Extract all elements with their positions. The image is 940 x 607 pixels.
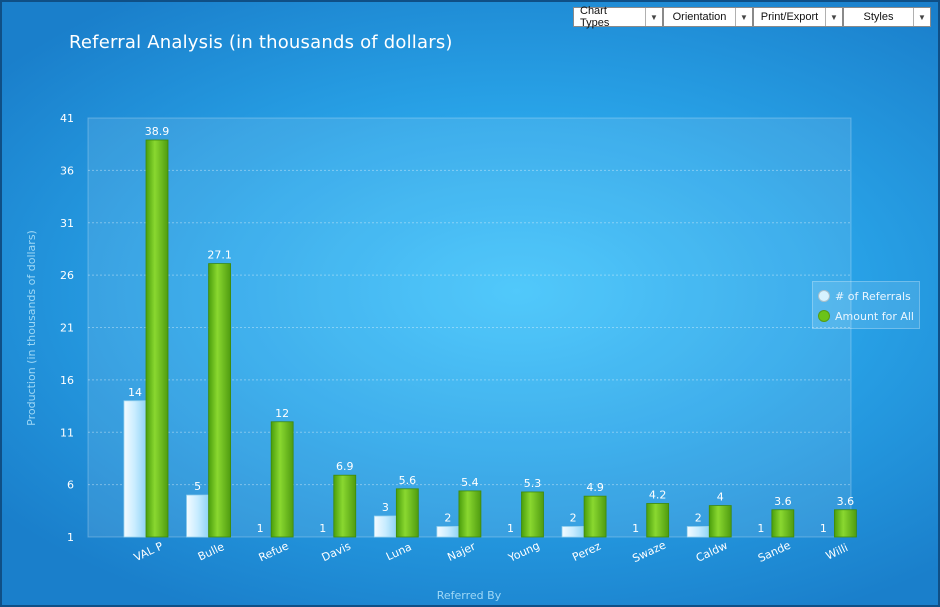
- data-label-referral: 1: [632, 522, 639, 535]
- chevron-down-icon[interactable]: ▼: [913, 8, 930, 26]
- legend-item-amount[interactable]: Amount for All: [818, 306, 914, 326]
- x-tick-label: Swaze: [630, 538, 668, 565]
- data-label-referral: 1: [257, 522, 264, 535]
- x-axis-title: Referred By: [437, 589, 502, 602]
- x-tick-label: Sande: [756, 539, 793, 565]
- bar-referral[interactable]: [123, 400, 147, 538]
- x-tick-label: Young: [505, 539, 541, 565]
- bar-amount[interactable]: [270, 421, 294, 538]
- bar-amount[interactable]: [208, 263, 231, 538]
- data-label-amount: 5.6: [399, 474, 417, 487]
- bar-amount[interactable]: [521, 491, 544, 538]
- data-label-amount: 3.6: [774, 495, 792, 508]
- data-label-referral: 3: [382, 501, 389, 514]
- legend-item-referrals[interactable]: # of Referrals: [818, 286, 914, 306]
- data-label-amount: 4.9: [586, 481, 604, 494]
- chevron-down-icon[interactable]: ▼: [825, 8, 842, 26]
- bar-amount[interactable]: [395, 488, 419, 538]
- chart-toolbar: Chart Types ▼ Orientation ▼ Print/Export…: [573, 5, 931, 29]
- data-label-amount: 5.4: [461, 476, 479, 489]
- styles-label: Styles: [863, 11, 894, 23]
- y-tick-label: 21: [60, 322, 74, 335]
- y-tick-label: 31: [60, 217, 74, 230]
- x-tick-label: Refue: [257, 539, 291, 564]
- bar-referral[interactable]: [686, 526, 710, 538]
- data-label-amount: 4.2: [649, 488, 667, 501]
- gridlines: [88, 169, 851, 486]
- y-tick-label: 26: [60, 269, 74, 282]
- data-label-amount: 12: [275, 407, 289, 420]
- data-label-referral: 1: [757, 522, 764, 535]
- chevron-down-icon[interactable]: ▼: [735, 8, 752, 26]
- bar-referral[interactable]: [186, 494, 209, 538]
- legend-swatch-amount: [818, 310, 830, 322]
- bar-amount[interactable]: [771, 509, 795, 538]
- legend-swatch-referrals: [818, 290, 830, 302]
- data-label-referral: 2: [444, 512, 451, 525]
- orientation-dropdown[interactable]: Orientation ▼: [663, 7, 753, 27]
- data-label-amount: 38.9: [145, 125, 170, 138]
- x-tick-label: Luna: [384, 540, 414, 563]
- x-tick-label: Willi: [824, 541, 850, 562]
- y-tick-label: 11: [60, 426, 74, 439]
- legend-label-amount: Amount for All: [835, 309, 914, 323]
- data-label-amount: 27.1: [207, 249, 232, 262]
- bar-amount[interactable]: [583, 495, 607, 538]
- x-tick-label: Caldw: [694, 539, 730, 565]
- data-label-amount: 5.3: [524, 477, 542, 490]
- data-label-referral: 1: [319, 522, 326, 535]
- chevron-down-icon[interactable]: ▼: [645, 8, 662, 26]
- x-tick-label: Bulle: [196, 540, 227, 563]
- x-tick-label: Davis: [320, 539, 353, 564]
- styles-dropdown[interactable]: Styles ▼: [843, 7, 931, 27]
- y-tick-label: 41: [60, 112, 74, 125]
- data-label-amount: 6.9: [336, 460, 354, 473]
- print-export-dropdown[interactable]: Print/Export ▼: [753, 7, 843, 27]
- orientation-label: Orientation: [672, 11, 727, 23]
- y-tick-label: 1: [67, 531, 74, 544]
- y-axis-title: Production (in thousands of dollars): [25, 230, 38, 426]
- bar-referral[interactable]: [561, 526, 585, 538]
- bar-amount[interactable]: [834, 509, 857, 538]
- bar-amount[interactable]: [145, 139, 169, 538]
- data-label-amount: 3.6: [837, 495, 855, 508]
- x-tick-label: VAL P: [132, 539, 166, 564]
- x-axis: VAL P Bulle Refue Davis Luna Najer Young Perez S…: [132, 538, 850, 565]
- bar-referral[interactable]: [436, 526, 460, 538]
- bar-amount[interactable]: [458, 490, 482, 538]
- y-tick-label: 6: [67, 479, 74, 492]
- bar-amount[interactable]: [708, 505, 732, 538]
- data-label-referral: 14: [128, 386, 142, 399]
- data-label-referral: 5: [194, 480, 201, 493]
- bar-amount[interactable]: [333, 474, 357, 538]
- bars: 14 38.9 5 27.1 1 12 1 6.9 3 5.6 2 5.4 1 5.3 2 4.9 1 4.2 2 4…: [123, 125, 857, 538]
- data-label-referral: 2: [695, 512, 702, 525]
- print-export-label: Print/Export: [760, 11, 819, 23]
- data-label-amount: 4: [717, 491, 724, 504]
- chart-legend: # of Referrals Amount for All: [812, 281, 920, 329]
- y-tick-label: 16: [60, 374, 74, 387]
- y-tick-label: 36: [60, 164, 74, 177]
- data-label-referral: 1: [507, 522, 514, 535]
- bar-amount[interactable]: [646, 503, 670, 538]
- x-tick-label: Perez: [570, 540, 603, 564]
- legend-label-referrals: # of Referrals: [835, 289, 911, 303]
- data-label-referral: 1: [820, 522, 827, 535]
- chart-types-dropdown[interactable]: Chart Types ▼: [573, 5, 663, 29]
- bar-referral[interactable]: [373, 515, 397, 538]
- chart-title: Referral Analysis (in thousands of dolla…: [69, 32, 453, 53]
- x-tick-label: Najer: [445, 540, 477, 564]
- data-label-referral: 2: [570, 512, 577, 525]
